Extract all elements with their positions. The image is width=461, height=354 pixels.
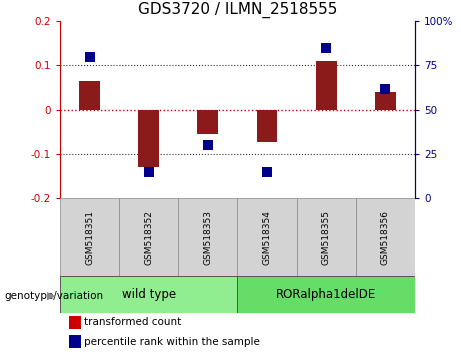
Point	[204, 142, 212, 148]
Bar	[257, 110, 278, 142]
Text: ▶: ▶	[47, 291, 55, 301]
Text: wild type: wild type	[122, 288, 176, 301]
Bar	[60, 198, 119, 276]
Bar	[296, 198, 356, 276]
Bar	[138, 110, 159, 167]
Title: GDS3720 / ILMN_2518555: GDS3720 / ILMN_2518555	[138, 2, 337, 18]
Text: GSM518351: GSM518351	[85, 210, 94, 265]
Text: RORalpha1delDE: RORalpha1delDE	[276, 288, 376, 301]
Text: GSM518355: GSM518355	[322, 210, 331, 265]
Text: GSM518354: GSM518354	[262, 210, 272, 265]
Bar	[316, 61, 337, 110]
Point	[263, 169, 271, 175]
Bar	[375, 92, 396, 110]
Text: percentile rank within the sample: percentile rank within the sample	[84, 337, 260, 347]
Bar	[119, 198, 178, 276]
Point	[322, 45, 330, 51]
Bar	[79, 81, 100, 110]
Bar	[197, 110, 218, 134]
Bar	[237, 276, 415, 313]
Bar	[237, 198, 296, 276]
Text: GSM518353: GSM518353	[203, 210, 213, 265]
Text: GSM518352: GSM518352	[144, 210, 153, 265]
Text: GSM518356: GSM518356	[381, 210, 390, 265]
Bar	[178, 198, 237, 276]
Bar	[60, 276, 237, 313]
Text: genotype/variation: genotype/variation	[5, 291, 104, 301]
Point	[86, 54, 93, 59]
Bar	[356, 198, 415, 276]
Point	[145, 169, 152, 175]
Text: transformed count: transformed count	[84, 317, 181, 327]
Point	[382, 86, 389, 91]
